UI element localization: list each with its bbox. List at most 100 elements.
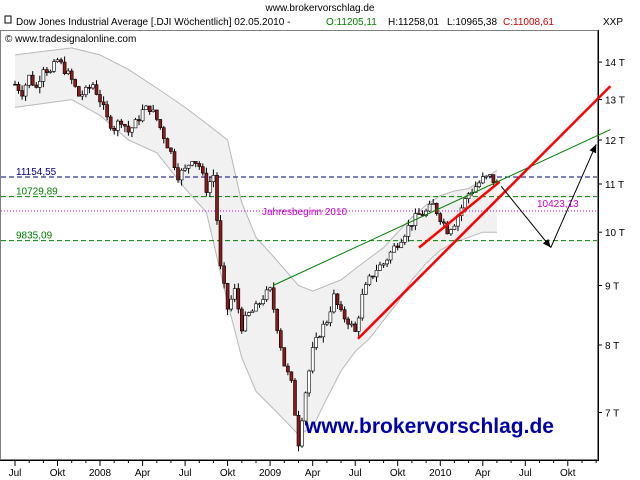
candle-body bbox=[296, 414, 301, 447]
candle-body bbox=[367, 275, 372, 285]
candle-body bbox=[289, 371, 294, 381]
candle-body bbox=[13, 83, 17, 86]
candle-body bbox=[254, 303, 258, 312]
candle-64 bbox=[240, 306, 244, 334]
candle-56 bbox=[211, 169, 216, 188]
candle-8 bbox=[41, 66, 46, 88]
candle-body bbox=[371, 275, 375, 278]
candle-body bbox=[232, 288, 237, 300]
candle-body bbox=[491, 174, 496, 183]
candle-18 bbox=[77, 85, 81, 97]
x-tick-label-9: Okt bbox=[390, 468, 406, 479]
candle-body bbox=[123, 124, 127, 127]
candle-body bbox=[204, 172, 209, 193]
candle-88 bbox=[325, 320, 329, 327]
x-tick-label-10: 2010 bbox=[429, 468, 452, 479]
candle-body bbox=[147, 105, 152, 112]
candle-body bbox=[37, 81, 42, 88]
candle-body bbox=[356, 317, 361, 332]
copyright: © www.tradesignalonline.com bbox=[5, 34, 136, 45]
candle-123 bbox=[449, 228, 453, 236]
candle-body bbox=[27, 74, 32, 86]
candle-body bbox=[20, 90, 24, 97]
candle-85 bbox=[314, 332, 319, 350]
candle-body bbox=[392, 245, 397, 253]
candle-body bbox=[484, 175, 489, 178]
candle-body bbox=[94, 84, 99, 95]
candle-45 bbox=[172, 148, 177, 171]
candle-109 bbox=[399, 238, 404, 249]
candle-110 bbox=[402, 234, 407, 245]
candle-42 bbox=[162, 125, 166, 144]
candle-96 bbox=[353, 321, 358, 332]
candle-body bbox=[339, 304, 343, 311]
candle-body bbox=[116, 120, 120, 131]
candle-33 bbox=[130, 127, 134, 137]
candle-body bbox=[399, 242, 404, 248]
ohlc-close: C:11008,61 bbox=[503, 17, 554, 28]
candle-body bbox=[55, 59, 60, 62]
candle-9 bbox=[45, 67, 49, 76]
down-arrow bbox=[500, 185, 552, 248]
candle-57 bbox=[215, 172, 219, 225]
candle-21 bbox=[87, 84, 92, 94]
candle-34 bbox=[133, 117, 138, 129]
candle-75 bbox=[278, 328, 283, 351]
candle-25 bbox=[101, 96, 106, 110]
plot-frame bbox=[0, 30, 598, 460]
hline-label-3: 9835,09 bbox=[16, 231, 53, 242]
candle-body bbox=[420, 213, 425, 216]
candle-106 bbox=[388, 250, 393, 264]
candle-3 bbox=[23, 83, 28, 101]
candle-body bbox=[59, 59, 63, 63]
candle-body bbox=[240, 308, 244, 332]
lower-band-line bbox=[14, 99, 497, 436]
candle-6 bbox=[34, 82, 39, 89]
candle-91 bbox=[335, 293, 340, 309]
candle-body bbox=[183, 167, 187, 171]
candle-41 bbox=[158, 119, 163, 130]
candle-body bbox=[23, 84, 28, 97]
candle-14 bbox=[62, 56, 67, 76]
candle-52 bbox=[197, 161, 202, 170]
candle-body bbox=[133, 119, 138, 129]
candle-90 bbox=[332, 289, 336, 314]
candle-134 bbox=[488, 174, 492, 179]
candle-71 bbox=[264, 286, 269, 302]
candle-body bbox=[406, 225, 411, 237]
candle-body bbox=[84, 87, 88, 96]
candle-104 bbox=[381, 262, 386, 268]
candle-body bbox=[268, 287, 272, 291]
candle-76 bbox=[282, 347, 287, 367]
candle-body bbox=[119, 120, 124, 125]
candle-body bbox=[41, 69, 46, 82]
candle-body bbox=[353, 323, 358, 332]
candle-body bbox=[66, 70, 70, 74]
candle-body bbox=[229, 298, 233, 310]
x-tick-label-1: Okt bbox=[50, 468, 66, 479]
candle-body bbox=[155, 109, 159, 120]
candle-117 bbox=[427, 200, 432, 212]
candle-body bbox=[300, 420, 304, 447]
candle-body bbox=[30, 74, 35, 86]
candle-54 bbox=[204, 167, 209, 197]
candle-40 bbox=[155, 109, 159, 122]
candle-body bbox=[16, 84, 21, 91]
candle-7 bbox=[37, 75, 42, 94]
x-tick-label-2: 2008 bbox=[89, 468, 112, 479]
candle-body bbox=[434, 203, 439, 215]
candle-body bbox=[264, 289, 269, 300]
candle-63 bbox=[236, 283, 241, 314]
candle-38 bbox=[147, 105, 152, 115]
forecast-label: 10423,13 bbox=[537, 199, 579, 210]
candle-body bbox=[385, 259, 389, 265]
candle-body bbox=[463, 198, 467, 209]
candle-92 bbox=[339, 301, 343, 312]
candle-body bbox=[112, 128, 116, 131]
candle-99 bbox=[363, 282, 368, 295]
hline-label-0: 11154,55 bbox=[16, 167, 57, 178]
candle-body bbox=[282, 347, 287, 367]
candle-body bbox=[410, 225, 414, 227]
candle-51 bbox=[193, 161, 198, 168]
candle-89 bbox=[328, 306, 333, 327]
